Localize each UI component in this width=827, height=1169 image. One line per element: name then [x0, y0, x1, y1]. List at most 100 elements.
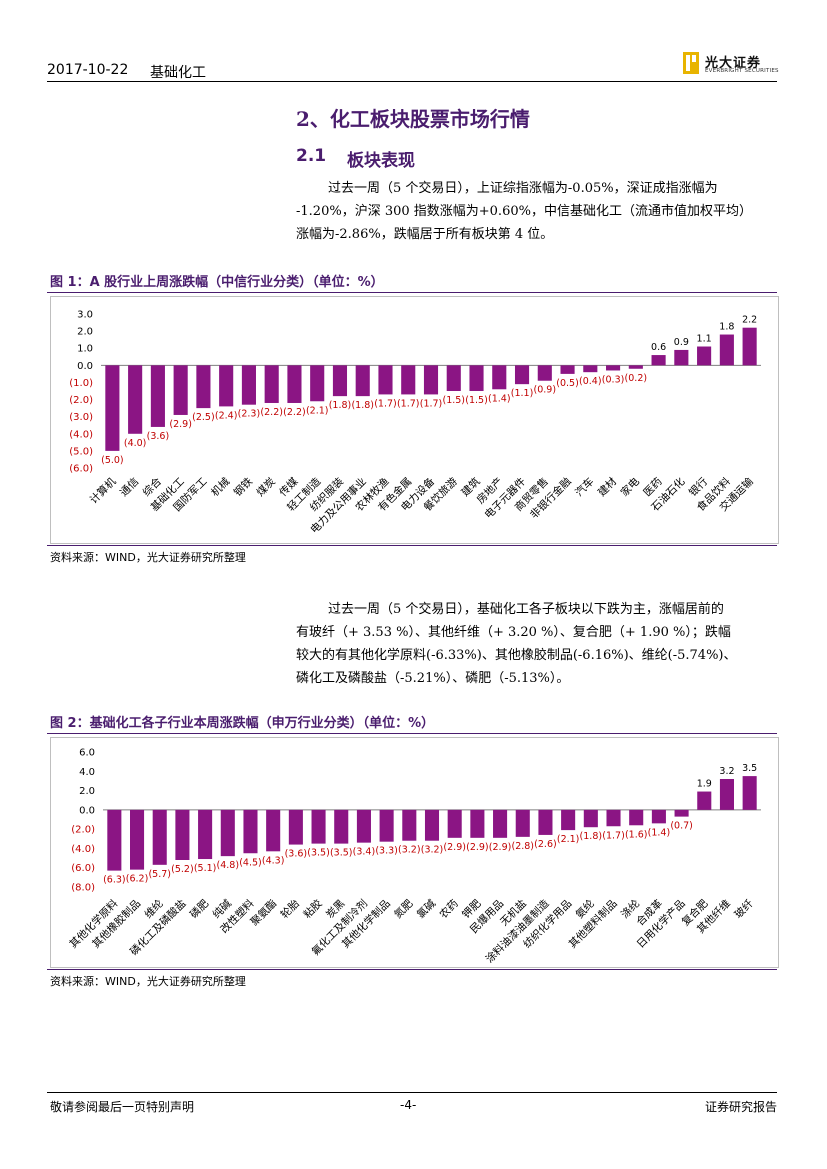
bar: [196, 365, 211, 409]
bar: [537, 365, 552, 381]
bar: [742, 776, 757, 810]
category-label: 计算机: [87, 475, 119, 507]
category-label: 氯碱: [414, 897, 438, 921]
bar: [243, 809, 258, 854]
data-label: (2.9): [489, 842, 512, 853]
data-label: (5.2): [171, 864, 194, 875]
data-label: 3.5: [742, 763, 757, 774]
data-label: (3.5): [307, 848, 330, 859]
bar: [264, 365, 279, 403]
paragraph-line: 过去一周（5 个交易日），上证综指涨幅为-0.05%，深证成指涨幅为: [328, 181, 718, 196]
bar: [288, 809, 303, 845]
logo-en-text: EVERBRIGHT SECURITIES: [705, 68, 779, 74]
data-label: (2.9): [169, 419, 192, 430]
data-label: 1.8: [719, 322, 734, 333]
report-sector: 基础化工: [150, 65, 206, 81]
bar: [355, 365, 370, 397]
figure-1-svg: 3.02.01.00.0(1.0)(2.0)(3.0)(4.0)(5.0)(6.…: [69, 310, 761, 536]
data-label: (0.4): [579, 376, 602, 387]
category-label: 机械: [208, 475, 232, 499]
bar: [719, 779, 734, 810]
bar: [241, 365, 256, 405]
bar: [560, 365, 575, 374]
bar: [651, 355, 666, 366]
category-label: 汽车: [572, 475, 596, 499]
data-label: (1.5): [442, 395, 465, 406]
bar: [311, 809, 326, 844]
data-label: (3.5): [330, 848, 353, 859]
bar: [470, 809, 485, 838]
data-label: (2.3): [238, 409, 261, 420]
data-label: (0.7): [670, 821, 693, 832]
data-label: (6.3): [103, 875, 126, 886]
bar: [287, 365, 302, 403]
data-label: (1.5): [465, 395, 488, 406]
bar: [175, 809, 190, 860]
header-divider: [47, 81, 777, 82]
bar: [266, 809, 281, 852]
bar: [152, 809, 167, 865]
bar: [651, 809, 666, 824]
y-tick-label: 2.0: [79, 786, 95, 797]
figure-1-title: 图 1：A 股行业上周涨跌幅（中信行业分类）（单位：%）: [50, 275, 384, 290]
figure-1-source-rule: [47, 545, 777, 546]
bar: [310, 365, 325, 402]
data-label: 0.9: [674, 337, 689, 348]
bar: [105, 365, 120, 451]
bar: [561, 809, 576, 831]
y-tick-label: (2.0): [69, 395, 93, 406]
bar: [493, 809, 508, 838]
y-tick-label: 2.0: [77, 327, 93, 338]
logo-cn-text: 光大证券: [705, 56, 762, 71]
bar: [332, 365, 348, 397]
bar: [515, 809, 530, 837]
data-label: (0.5): [556, 378, 579, 389]
paragraph-subsector-summary: 过去一周（5 个交易日），基础化工各子板块以下跌为主，涨幅居前的 有玻纤（+ 3…: [296, 598, 776, 690]
data-label: (5.7): [148, 869, 171, 880]
bar: [469, 365, 484, 391]
bar: [128, 365, 143, 434]
data-label: (3.2): [398, 845, 421, 856]
y-tick-label: 3.0: [77, 310, 93, 321]
data-label: (3.2): [421, 845, 444, 856]
bar: [719, 334, 734, 366]
category-label: 轮胎: [278, 897, 302, 921]
bar: [150, 365, 165, 427]
data-label: (2.8): [511, 841, 534, 852]
data-label: (2.6): [534, 839, 557, 850]
bar: [742, 327, 757, 366]
figure-1-chart: 3.0 2.0 1.0 0.0 (1.0) (2.0) (3.0) (4.0) (5.0) (6.…: [50, 296, 779, 544]
data-label: (2.9): [443, 842, 466, 853]
paragraph-line: 过去一周（5 个交易日），基础化工各子板块以下跌为主，涨幅居前的: [328, 602, 724, 617]
category-label: 粘胶: [301, 897, 325, 921]
y-tick-label: (8.0): [71, 883, 95, 894]
y-tick-label: 1.0: [77, 344, 93, 355]
data-label: 1.9: [697, 779, 712, 790]
data-label: (1.7): [374, 398, 397, 409]
figure-2-source: 资料来源：WIND，光大证券研究所整理: [50, 975, 246, 988]
y-tick-label: (3.0): [69, 412, 93, 423]
data-label: (4.3): [262, 855, 285, 866]
figure-2-title: 图 2：基础化工各子行业本周涨跌幅（申万行业分类）（单位：%）: [50, 716, 435, 731]
logo-mark-icon: [683, 52, 699, 74]
paragraph-line: 较大的有其他化学原料(-6.33%)、其他橡胶制品(-6.16%)、维纶(-5.…: [296, 648, 737, 663]
bar: [107, 809, 122, 871]
data-label: (5.0): [101, 455, 124, 466]
y-tick-label: 4.0: [79, 767, 95, 778]
y-tick-label: (4.0): [69, 429, 93, 440]
figure-2-source-rule: [47, 969, 777, 970]
category-label: 家电: [618, 475, 642, 499]
data-label: (6.2): [126, 874, 149, 885]
data-label: 3.2: [719, 766, 734, 777]
bar: [629, 809, 644, 826]
figure-2-chart: 6.0 4.0 2.0 0.0 (2.0) (4.0) (6.0) (8.0) (6.3) 其他化…: [50, 737, 779, 968]
figure-1-rule: [47, 292, 777, 293]
data-label: (2.4): [215, 410, 238, 421]
data-label: (1.8): [329, 400, 352, 411]
bar: [378, 365, 393, 395]
paragraph-line: 磷化工及磷酸盐（-5.21%）、磷肥（-5.13%）。: [296, 671, 570, 686]
y-tick-label: 6.0: [79, 748, 95, 759]
bar: [130, 809, 145, 870]
bar: [401, 365, 416, 395]
data-label: (2.2): [283, 407, 306, 418]
